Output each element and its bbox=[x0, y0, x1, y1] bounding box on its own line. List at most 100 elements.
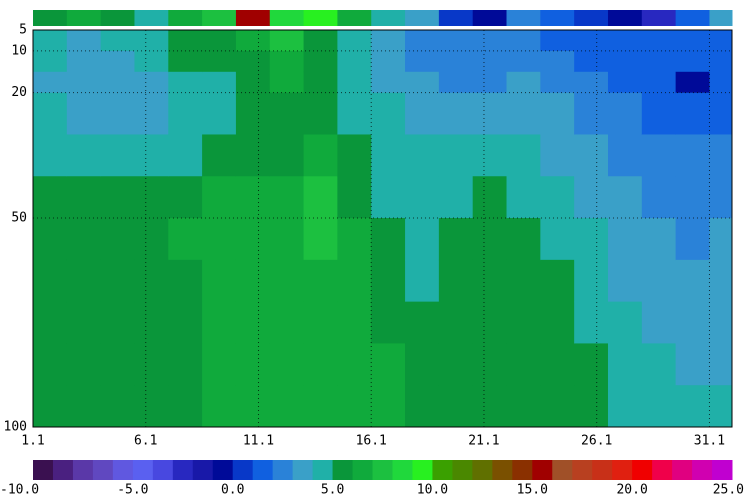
cell bbox=[100, 301, 135, 344]
cell bbox=[506, 71, 541, 94]
cell bbox=[506, 343, 541, 386]
cell bbox=[337, 92, 372, 135]
cell bbox=[202, 71, 237, 94]
cell bbox=[641, 71, 677, 94]
cell bbox=[506, 176, 541, 219]
x-tick-label: 1.1 bbox=[21, 434, 44, 449]
cell bbox=[438, 92, 474, 135]
strip-cell bbox=[607, 10, 643, 26]
cell bbox=[472, 218, 508, 261]
cell bbox=[472, 385, 508, 428]
cell bbox=[168, 301, 203, 344]
cell bbox=[100, 176, 135, 219]
cell bbox=[405, 385, 440, 428]
strip-cell bbox=[269, 10, 305, 26]
cell bbox=[641, 92, 677, 135]
cell bbox=[371, 92, 406, 135]
colorbar-box bbox=[392, 460, 413, 480]
cell bbox=[202, 343, 237, 386]
cell bbox=[303, 301, 338, 344]
cell bbox=[472, 134, 508, 177]
cell bbox=[709, 92, 733, 135]
cell bbox=[66, 71, 102, 94]
cell bbox=[235, 218, 271, 261]
cell bbox=[574, 301, 609, 344]
cell bbox=[303, 134, 338, 177]
cell bbox=[540, 71, 575, 94]
colorbar-box bbox=[592, 460, 613, 480]
cell bbox=[168, 30, 203, 52]
cell bbox=[540, 50, 575, 73]
cell bbox=[100, 385, 135, 428]
strip-cell bbox=[134, 10, 169, 26]
cell bbox=[574, 218, 609, 261]
x-tick-label: 11.1 bbox=[243, 434, 274, 449]
cell bbox=[235, 92, 271, 135]
colorbar-box bbox=[712, 460, 733, 480]
cell bbox=[134, 218, 169, 261]
strip-cell bbox=[472, 10, 508, 26]
colorbar-box bbox=[492, 460, 513, 480]
cell bbox=[438, 218, 474, 261]
cell bbox=[438, 134, 474, 177]
surface-strip bbox=[33, 10, 733, 26]
colorbar-tick-label: 20.0 bbox=[616, 483, 647, 498]
cell bbox=[269, 218, 305, 261]
cell bbox=[303, 259, 338, 303]
cell bbox=[303, 30, 338, 52]
cell bbox=[607, 343, 643, 386]
y-tick-label: 10 bbox=[11, 43, 27, 58]
cell bbox=[438, 30, 474, 52]
cell bbox=[337, 71, 372, 94]
cell bbox=[607, 71, 643, 94]
cell bbox=[235, 301, 271, 344]
cell bbox=[269, 385, 305, 428]
colorbar-box bbox=[472, 460, 493, 480]
strip-cell bbox=[303, 10, 338, 26]
cell bbox=[235, 30, 271, 52]
colorbar-box bbox=[432, 460, 453, 480]
cell bbox=[202, 218, 237, 261]
cell bbox=[134, 71, 169, 94]
cell bbox=[33, 385, 68, 428]
cell bbox=[66, 218, 102, 261]
cell bbox=[371, 134, 406, 177]
colorbar-box bbox=[612, 460, 633, 480]
cell bbox=[100, 92, 135, 135]
cell bbox=[66, 50, 102, 73]
cell bbox=[641, 343, 677, 386]
cell bbox=[675, 301, 710, 344]
cell bbox=[202, 92, 237, 135]
cell bbox=[33, 343, 68, 386]
colorbar-box bbox=[552, 460, 573, 480]
cell bbox=[574, 343, 609, 386]
colorbar-box bbox=[252, 460, 274, 480]
cell bbox=[134, 259, 169, 303]
cell bbox=[269, 176, 305, 219]
strip-cell bbox=[235, 10, 271, 26]
tick-labels: 1.1 6.1 11.1 16.1 21.1 26.1 31.1 5 10 20 50 100 -10.… bbox=[0, 23, 744, 498]
cell bbox=[405, 134, 440, 177]
cell bbox=[438, 385, 474, 428]
cell bbox=[134, 92, 169, 135]
cell bbox=[641, 30, 677, 52]
cell bbox=[607, 301, 643, 344]
cell bbox=[303, 343, 338, 386]
cell bbox=[100, 30, 135, 52]
cell bbox=[472, 92, 508, 135]
cell bbox=[269, 301, 305, 344]
cell bbox=[371, 176, 406, 219]
cell bbox=[371, 385, 406, 428]
cell bbox=[371, 343, 406, 386]
cell bbox=[405, 71, 440, 94]
cell bbox=[675, 176, 710, 219]
cell bbox=[66, 343, 102, 386]
cell bbox=[540, 218, 575, 261]
colorbar-box bbox=[532, 460, 553, 480]
cell bbox=[134, 343, 169, 386]
x-tick-label: 16.1 bbox=[356, 434, 387, 449]
cell bbox=[134, 176, 169, 219]
cell bbox=[66, 385, 102, 428]
colorbar-box bbox=[172, 460, 194, 480]
cell bbox=[202, 30, 237, 52]
